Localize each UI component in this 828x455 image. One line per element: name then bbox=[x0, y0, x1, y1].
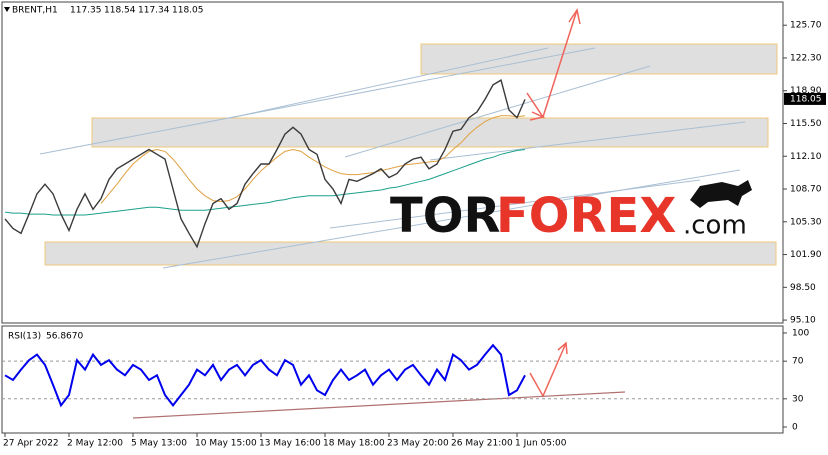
y-tick-label: 100 bbox=[792, 328, 809, 338]
rsi-trend-line bbox=[132, 391, 626, 419]
logo-part: TOR bbox=[390, 188, 501, 244]
series-line bbox=[100, 115, 526, 204]
logo-bull bbox=[690, 180, 752, 208]
x-tick-label: 13 May 16:00 bbox=[259, 439, 321, 449]
y-tick-label: 118.90 bbox=[790, 86, 822, 96]
x-tick-label: 10 May 15:00 bbox=[195, 439, 257, 449]
x-tick-label: 5 May 13:00 bbox=[131, 439, 187, 449]
y-tick-label: 70 bbox=[792, 357, 804, 367]
x-tick-label: 23 May 20:00 bbox=[387, 439, 449, 449]
x-tick-label: 27 Apr 2022 bbox=[3, 439, 59, 449]
menu-triangle bbox=[4, 7, 10, 12]
rsi-panel bbox=[1, 325, 784, 434]
y-tick-label: 30 bbox=[792, 394, 804, 404]
ohlc-value: 117.35 bbox=[70, 6, 102, 16]
symbol: BRENT,H1 bbox=[12, 6, 58, 16]
logo-part: .com bbox=[683, 211, 747, 241]
middle-zone bbox=[91, 117, 769, 148]
series-line bbox=[4, 79, 526, 249]
x-tick-label: 26 May 21:00 bbox=[451, 439, 513, 449]
price-tag-bg bbox=[784, 92, 826, 105]
y-tick-label: 122.30 bbox=[790, 53, 822, 63]
support-zone bbox=[44, 241, 777, 266]
x-tick-label: 2 May 12:00 bbox=[67, 439, 123, 449]
ohlc-value: 118.54 bbox=[104, 6, 136, 16]
y-tick-label: 0 bbox=[792, 423, 798, 433]
y-tick-label: 101.90 bbox=[790, 250, 822, 260]
y-tick-label: 125.70 bbox=[790, 21, 822, 31]
trend-lines bbox=[39, 47, 746, 269]
y-tick-label: 115.50 bbox=[790, 119, 822, 129]
resistance-zone bbox=[420, 43, 778, 75]
y-tick-label: 98.50 bbox=[790, 283, 816, 293]
rsi-title: RSI(13) bbox=[8, 332, 41, 342]
series-line bbox=[4, 343, 526, 408]
y-tick-label: 108.70 bbox=[790, 185, 822, 195]
rsi-value: 56.8670 bbox=[46, 332, 83, 342]
ohlc-value: 117.34 bbox=[138, 6, 170, 16]
series-line bbox=[4, 149, 526, 216]
x-tick-label: 18 May 18:00 bbox=[323, 439, 385, 449]
price-panel bbox=[1, 1, 784, 324]
ohlc-value: 118.05 bbox=[172, 6, 204, 16]
y-tick-label: 95.10 bbox=[790, 316, 816, 326]
logo: TOR FOREX .com bbox=[390, 180, 752, 244]
y-tick-label: 112.10 bbox=[790, 152, 822, 162]
price-tag: 118.05 bbox=[790, 94, 822, 104]
logo-part: FOREX bbox=[496, 188, 676, 244]
x-tick-label: 1 Jun 05:00 bbox=[515, 439, 567, 449]
y-tick-label: 105.30 bbox=[790, 217, 822, 227]
